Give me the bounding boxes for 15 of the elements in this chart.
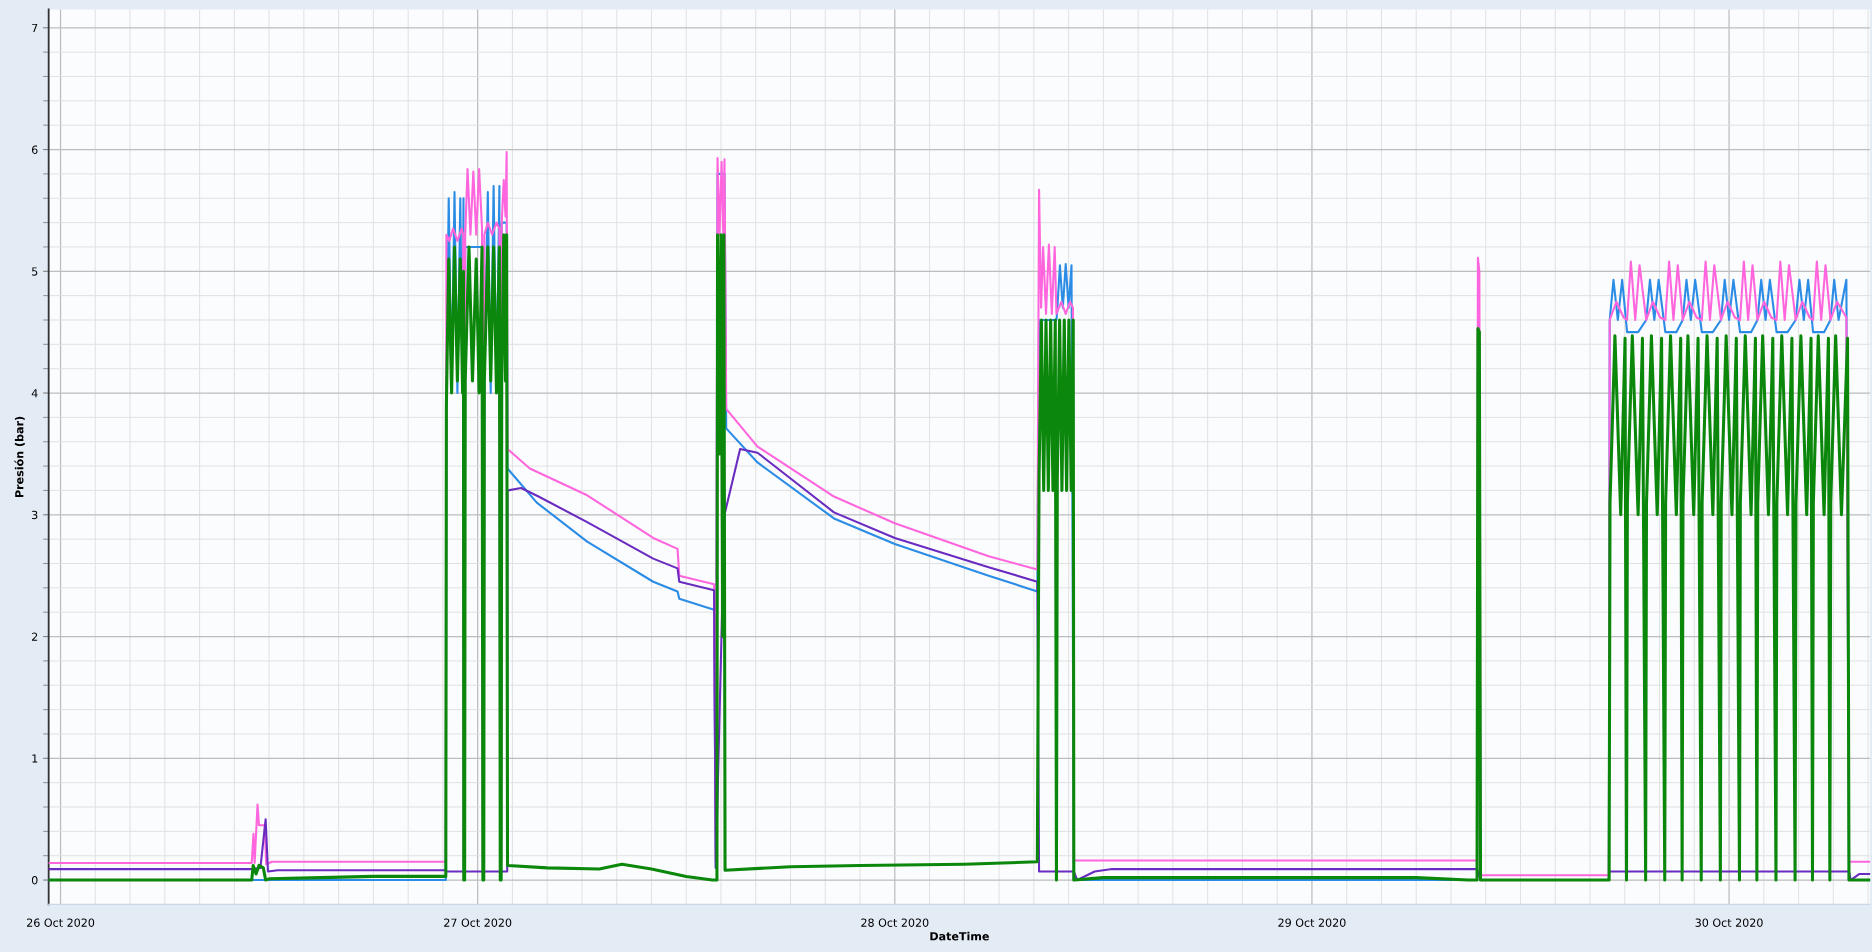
x-axis-title: DateTime (930, 931, 989, 941)
x-tick-label: 26 Oct 2020 (27, 918, 95, 927)
y-tick-label: 5 (32, 267, 38, 276)
y-tick-label: 2 (32, 632, 38, 641)
x-tick-label: 28 Oct 2020 (861, 918, 929, 927)
y-tick-label: 3 (32, 510, 38, 520)
y-axis-title: Presión (bar) (14, 416, 25, 497)
x-tick-label: 30 Oct 2020 (1695, 918, 1763, 927)
y-tick-label: 1 (32, 754, 38, 763)
y-tick-label: 0 (31, 876, 38, 885)
y-tick-label: 6 (31, 145, 38, 154)
y-tick-label: 7 (32, 23, 38, 32)
y-tick-label: 4 (31, 389, 38, 398)
x-tick-label: 29 Oct 2020 (1278, 918, 1346, 927)
x-tick-label: 27 Oct 2020 (444, 918, 512, 927)
